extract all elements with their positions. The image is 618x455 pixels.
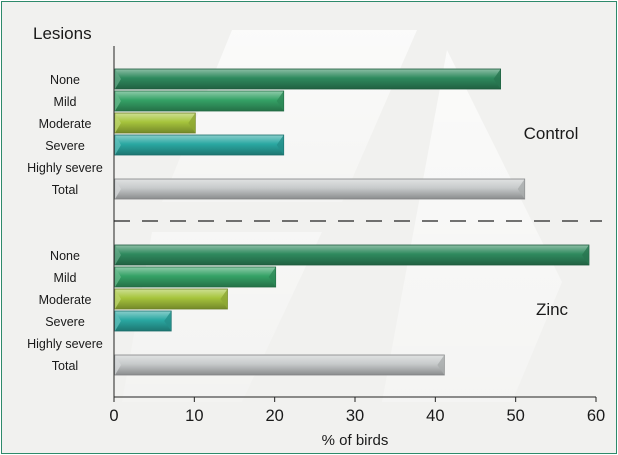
category-label-zinc-severe: Severe — [45, 315, 85, 329]
x-ticks-layer: 0 10 20 30 40 50 60 — [109, 397, 605, 425]
bar-control-mild — [114, 90, 285, 112]
category-label-control-none: None — [50, 73, 80, 87]
bar-zinc-moderate — [114, 288, 228, 310]
category-label-zinc-mild: Mild — [54, 271, 77, 285]
category-label-zinc-moderate: Moderate — [39, 293, 92, 307]
category-label-control-moderate: Moderate — [39, 117, 92, 131]
x-tick-label-60: 60 — [587, 407, 605, 425]
category-label-zinc-highly-severe: Highly severe — [27, 337, 103, 351]
bar-control-severe — [114, 134, 285, 156]
category-label-control-severe: Severe — [45, 139, 85, 153]
chart-title: Lesions — [33, 24, 92, 43]
bar-zinc-none — [114, 244, 590, 266]
category-label-control-mild: Mild — [54, 95, 77, 109]
labels-layer: None Mild Moderate Severe Highly severe Total… — [27, 73, 578, 373]
x-tick-label-0: 0 — [109, 407, 118, 425]
bars-layer — [114, 68, 590, 376]
category-label-zinc-none: None — [50, 249, 80, 263]
bar-control-moderate — [114, 112, 196, 134]
group-label-zinc: Zinc — [536, 300, 569, 319]
group-label-control: Control — [524, 124, 579, 143]
bar-control-total — [114, 178, 526, 200]
category-label-control-total: Total — [52, 183, 78, 197]
x-tick-label-10: 10 — [185, 407, 203, 425]
bar-control-none — [114, 68, 502, 90]
bar-zinc-severe — [114, 310, 172, 332]
bar-zinc-mild — [114, 266, 277, 288]
x-tick-label-50: 50 — [506, 407, 524, 425]
category-label-control-highly-severe: Highly severe — [27, 161, 103, 175]
category-label-zinc-total: Total — [52, 359, 78, 373]
x-tick-label-40: 40 — [426, 407, 444, 425]
x-axis-label: % of birds — [322, 432, 389, 449]
bar-zinc-total — [114, 354, 445, 376]
x-tick-label-30: 30 — [346, 407, 364, 425]
x-tick-label-20: 20 — [265, 407, 283, 425]
